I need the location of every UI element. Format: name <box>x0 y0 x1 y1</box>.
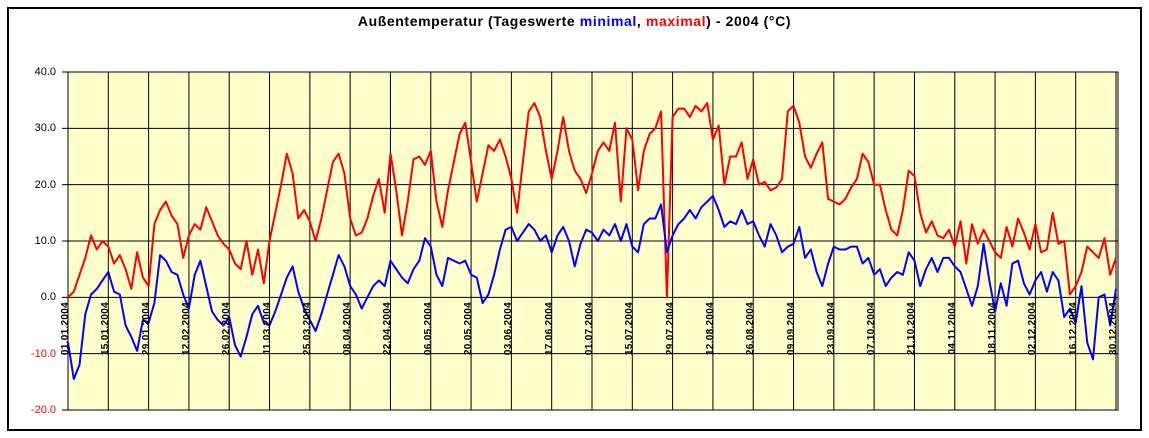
plot-border <box>67 71 1119 411</box>
x-tick-label: 29.01.2004 <box>140 302 152 356</box>
x-tick-label: 09.09.2004 <box>785 302 797 356</box>
title-comma: , <box>636 13 646 29</box>
title-text-left: Außentemperatur (Tageswerte <box>357 13 580 29</box>
x-tick-label: 15.07.2004 <box>624 302 636 356</box>
x-tick-label: 29.07.2004 <box>664 302 676 356</box>
x-tick-label: 25.03.2004 <box>301 302 313 356</box>
x-tick-label: 04.11.2004 <box>946 302 958 355</box>
x-tick-label: 26.02.2004 <box>221 302 233 356</box>
chart-title: Außentemperatur (Tageswerte minimal, max… <box>0 13 1149 29</box>
minimal-series-line <box>67 194 1117 380</box>
x-tick-label: 20.05.2004 <box>463 302 475 356</box>
x-tick-label: 17.06.2004 <box>543 302 555 356</box>
y-tick-label: 0.0 <box>40 291 56 304</box>
y-tick-label: 20.0 <box>34 178 56 191</box>
x-tick-label: 22.04.2004 <box>382 302 394 356</box>
x-tick-label: 15.01.2004 <box>100 302 112 356</box>
x-tick-label: 16.12.2004 <box>1067 302 1079 356</box>
x-tick-label: 18.11.2004 <box>987 302 999 355</box>
x-tick-label: 03.06.2004 <box>503 302 515 356</box>
title-word-maximal: maximal <box>645 13 707 29</box>
y-tick-label: 10.0 <box>34 235 56 247</box>
x-tick-label: 01.01.2004 <box>60 302 71 356</box>
x-tick-label: 11.03.2004 <box>261 302 273 355</box>
title-word-minimal: minimal <box>579 13 637 29</box>
x-tick-label: 30.12.2004 <box>1108 302 1119 356</box>
x-tick-label: 12.08.2004 <box>704 302 716 356</box>
x-tick-label: 23.09.2004 <box>825 302 837 356</box>
x-tick-label: 12.02.2004 <box>180 302 192 356</box>
x-tick-label: 01.07.2004 <box>584 302 595 356</box>
maximal-series-line <box>67 102 1117 299</box>
x-tick-label: 07.10.2004 <box>866 302 878 356</box>
x-tick-label: 08.04.2004 <box>342 302 354 356</box>
y-tick-label: 30.0 <box>34 122 56 135</box>
y-tick-label: 40.0 <box>34 66 56 78</box>
title-text-right: ) - 2004 (°C) <box>706 13 792 29</box>
x-tick-label: 02.12.2004 <box>1027 302 1039 356</box>
x-tick-label: 26.08.2004 <box>745 302 757 356</box>
y-tick-label: -10.0 <box>30 347 56 360</box>
x-tick-label: 21.10.2004 <box>906 302 918 356</box>
y-tick-label: -20.0 <box>30 404 56 416</box>
x-tick-label: 06.05.2004 <box>422 302 434 356</box>
